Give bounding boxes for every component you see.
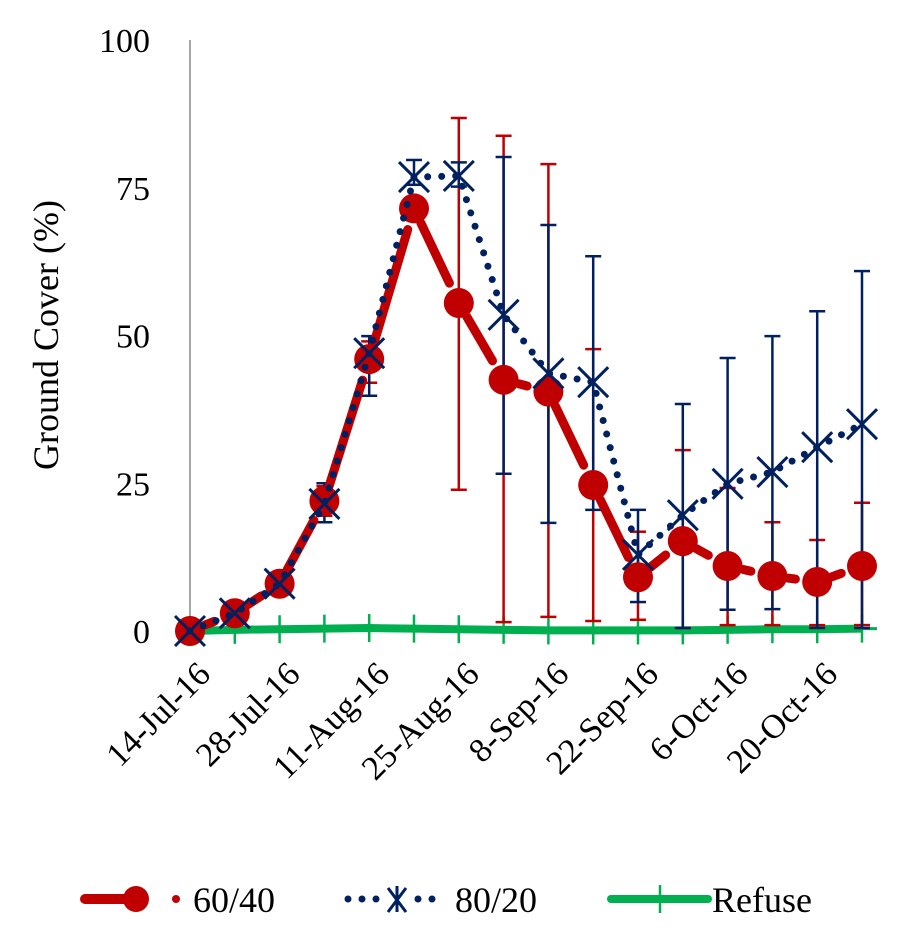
series-60-40-segment xyxy=(692,544,713,560)
series-80-20-point xyxy=(263,567,296,600)
series-80-20 xyxy=(173,159,879,648)
series-60-40-segment xyxy=(550,401,589,470)
series-80-20-point xyxy=(218,597,251,630)
series-80-20-point xyxy=(397,161,431,194)
x-tick-labels: 14-Jul-1628-Jul-1611-Aug-1625-Aug-168-Se… xyxy=(99,656,845,788)
series-60-40-segment xyxy=(514,379,532,391)
legend-label-60-40: 60/40 xyxy=(193,880,275,920)
series-80-20-point xyxy=(353,337,386,370)
series-80-20-point xyxy=(801,431,834,464)
series-80-20-point xyxy=(666,499,699,532)
series-80-20-point xyxy=(845,408,879,441)
legend-label-refuse: Refuse xyxy=(712,880,812,920)
series-80-20-point xyxy=(711,467,744,500)
series-60-40-segment xyxy=(369,225,413,349)
series-60-40-point xyxy=(533,376,564,407)
series-80-20-point xyxy=(442,159,475,192)
legend-80-20-dot-icon xyxy=(344,895,352,903)
series-60-40-point xyxy=(712,550,743,581)
y-tick-label: 100 xyxy=(99,23,150,60)
series-60-40-segment xyxy=(645,550,671,572)
series-80-20-point xyxy=(487,298,520,331)
refuse-line xyxy=(189,624,863,635)
legend-item-refuse: Refuse xyxy=(607,880,812,920)
series-60-40-segment xyxy=(827,568,846,582)
series-80-20-line xyxy=(186,172,866,635)
legend-80-20-asterisk-icon xyxy=(386,886,408,913)
legend-80-20-dot-icon xyxy=(358,895,366,903)
series-60-40-point xyxy=(399,193,429,224)
series-60-40-segment xyxy=(783,573,800,584)
series-60-40-segment xyxy=(595,494,633,562)
series-80-20-point xyxy=(577,366,610,399)
series-60-40-point xyxy=(354,344,385,375)
series-60-40-segment xyxy=(462,312,498,366)
y-axis-title: Ground Cover (%) xyxy=(26,200,66,470)
series-80-20-point xyxy=(173,614,207,648)
y-tick-labels: 0 25 50 75 100 xyxy=(99,23,150,651)
series-60-40-point xyxy=(667,526,698,557)
series-60-40-segment xyxy=(416,218,454,288)
legend-60-40-circle-icon xyxy=(123,886,149,912)
legend-item-60-40: 60/40 xyxy=(80,880,275,920)
y-tick-label: 75 xyxy=(116,171,150,208)
legend-label-80-20: 80/20 xyxy=(455,880,537,920)
legend-80-20-dot-icon xyxy=(414,895,422,903)
legend-item-80-20: 80/20 xyxy=(344,880,537,920)
series-refuse xyxy=(188,614,877,645)
legend: 60/40 80/20 Refuse xyxy=(80,880,812,920)
series-60-40-segment xyxy=(200,616,219,630)
series-60-40-point xyxy=(443,287,474,318)
series-60-40-point xyxy=(757,561,788,592)
y-tick-label: 50 xyxy=(116,319,150,356)
series-60-40-point xyxy=(847,550,877,581)
series-80-20-point xyxy=(621,538,655,571)
series-60-40-point xyxy=(802,566,833,597)
y-tick-label: 25 xyxy=(116,466,150,503)
series-60-40-segment xyxy=(738,564,756,576)
legend-60-40-dot-icon xyxy=(172,895,180,903)
series-60-40-point xyxy=(623,562,653,593)
series-80-20-point xyxy=(532,357,565,390)
series-60-40-point xyxy=(488,364,519,395)
series-60-40-point xyxy=(578,470,609,501)
legend-80-20-dot-icon xyxy=(428,895,436,903)
series-80-20-point xyxy=(308,487,341,520)
y-tick-label: 0 xyxy=(133,614,150,651)
legend-80-20-dot-icon xyxy=(372,895,380,903)
series-80-20-point xyxy=(756,455,789,489)
